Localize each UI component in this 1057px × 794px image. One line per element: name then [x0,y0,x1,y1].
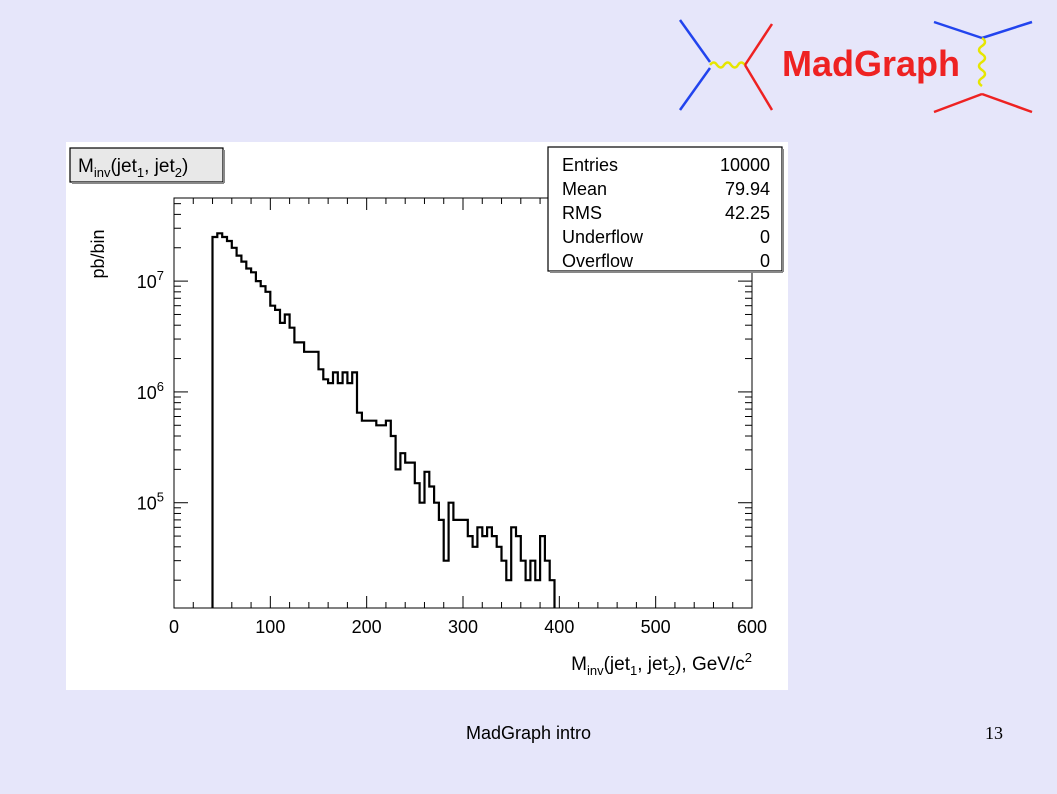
x-tick-label: 300 [448,617,478,637]
stats-value: 79.94 [725,179,770,199]
feynman-diagram-right [933,20,1033,114]
x-tick-label: 0 [169,617,179,637]
chart-title: Minv(jet1, jet2) [78,156,188,180]
x-axis-label: Minv(jet1, jet2), GeV/c2 [571,650,752,678]
stats-label: Mean [562,179,607,199]
x-tick-label: 500 [641,617,671,637]
x-tick-labels: 0 100 200 300 400 500 600 [169,617,767,637]
y-tick-labels: 105 106 107 [137,268,164,514]
histogram-chart: Minv(jet1, jet2) 0 100 200 300 400 500 600 105… [69,146,784,678]
y-tick-label: 107 [137,268,164,292]
stats-label: Overflow [562,251,634,271]
stats-value: 0 [760,251,770,271]
y-axis-label: pb/bin [88,229,108,278]
x-tick-label: 600 [737,617,767,637]
title-box: Minv(jet1, jet2) [69,147,225,184]
y-tick-label: 106 [137,379,164,403]
stats-value: 42.25 [725,203,770,223]
x-tick-label: 100 [255,617,285,637]
stats-label: Entries [562,155,618,175]
stats-value: 0 [760,227,770,247]
stats-box: Entries 10000 Mean 79.94 RMS 42.25 Underflow 0 O… [547,146,784,273]
stats-value: 10000 [720,155,770,175]
histogram-panel: Minv(jet1, jet2) 0 100 200 300 400 500 600 105… [66,142,788,690]
x-tick-label: 200 [352,617,382,637]
slide-number: 13 [985,723,1003,743]
madgraph-logo: MadGraph [678,19,1033,114]
x-tick-label: 400 [544,617,574,637]
y-tick-label: 105 [137,490,164,514]
feynman-diagram-left [678,19,774,111]
histogram-series [211,232,556,608]
stats-label: RMS [562,203,602,223]
stats-label: Underflow [562,227,644,247]
footer-title: MadGraph intro [465,723,592,743]
logo-text: MadGraph [782,43,960,84]
